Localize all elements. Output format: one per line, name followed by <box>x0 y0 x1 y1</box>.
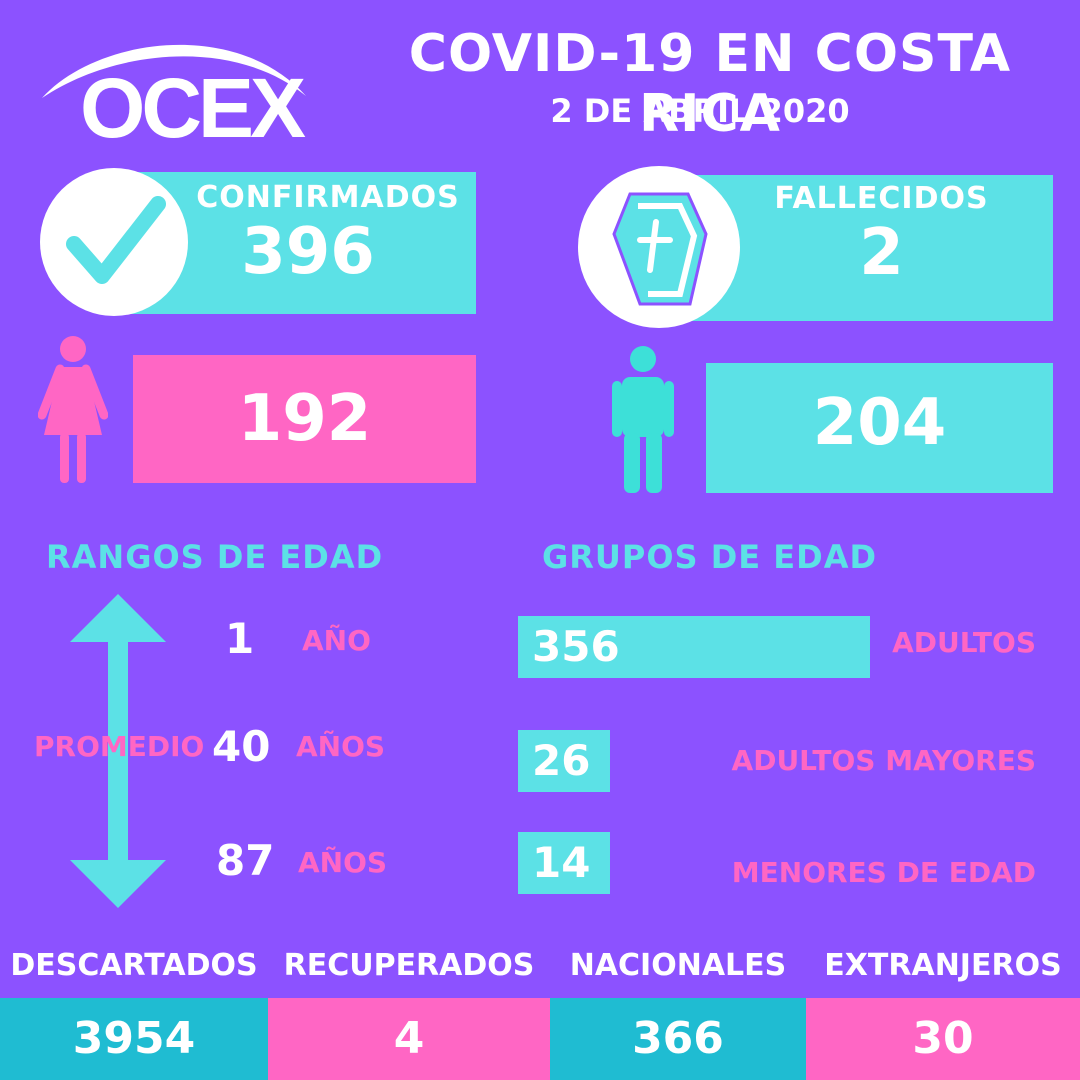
grupo-bar-value: 356 <box>532 622 620 671</box>
coffin-icon <box>578 166 740 328</box>
bottom-stat-value: 366 <box>550 998 806 1080</box>
hombres-value: 204 <box>812 386 947 460</box>
bottom-stat-value: 4 <box>268 998 550 1080</box>
fallecidos-value: 2 <box>859 216 904 290</box>
mujeres-card: 192 <box>133 355 476 483</box>
grupo-bar: 356 <box>518 616 870 678</box>
grupos-title: GRUPOS DE EDAD <box>542 538 878 576</box>
promedio-label: PROMEDIO <box>34 730 205 763</box>
rango-avg-unit: AÑOS <box>296 730 386 763</box>
check-icon <box>40 168 188 316</box>
woman-icon <box>37 335 109 485</box>
logo-text: OCEX <box>80 61 306 155</box>
confirmados-label: CONFIRMADOS <box>196 180 460 215</box>
bottom-stat-label: RECUPERADOS <box>283 948 535 983</box>
logo <box>36 18 326 148</box>
rango-max-value: 87 <box>216 836 275 885</box>
rango-max-unit: AÑOS <box>298 846 388 879</box>
bottom-stat-value: 30 <box>806 998 1080 1080</box>
confirmados-value: 396 <box>241 215 375 289</box>
rango-min-value: 1 <box>225 614 255 663</box>
rango-avg-value: 40 <box>212 722 271 771</box>
grupo-label: MENORES DE EDAD <box>731 856 1036 889</box>
mujeres-value: 192 <box>237 382 372 456</box>
grupo-bar-value: 14 <box>532 838 591 887</box>
confirmados-card: CONFIRMADOS 396 <box>120 172 476 314</box>
rangos-title: RANGOS DE EDAD <box>46 538 384 576</box>
bottom-stat-label: NACIONALES <box>569 948 787 983</box>
page-date: 2 DE ABRIL 2020 <box>550 92 850 130</box>
grupo-bar: 14 <box>518 832 610 894</box>
hombres-card: 204 <box>706 363 1053 493</box>
grupo-bar-value: 26 <box>532 736 591 785</box>
fallecidos-label: FALLECIDOS <box>774 181 989 216</box>
grupo-bar: 26 <box>518 730 610 792</box>
double-arrow-icon <box>70 594 166 908</box>
man-icon <box>610 345 676 495</box>
bottom-stat-label: EXTRANJEROS <box>824 948 1062 983</box>
grupo-label: ADULTOS MAYORES <box>731 744 1036 777</box>
page-title: COVID-19 EN COSTA RICA <box>408 24 1012 144</box>
bottom-stat-label: DESCARTADOS <box>10 948 258 983</box>
rango-min-unit: AÑO <box>302 624 371 657</box>
grupo-label: ADULTOS <box>892 626 1036 659</box>
bottom-stat-value: 3954 <box>0 998 268 1080</box>
logo-swoosh-icon <box>42 44 306 98</box>
